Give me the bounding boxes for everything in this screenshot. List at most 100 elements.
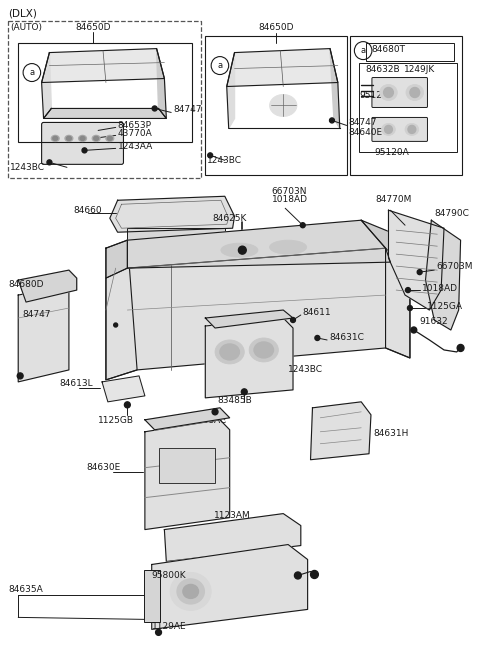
Polygon shape xyxy=(106,240,137,380)
Circle shape xyxy=(311,571,318,578)
Circle shape xyxy=(406,288,410,293)
Polygon shape xyxy=(152,544,308,629)
Circle shape xyxy=(300,223,305,228)
Circle shape xyxy=(411,327,417,333)
Polygon shape xyxy=(106,248,410,380)
Text: 1249JK: 1249JK xyxy=(404,65,435,73)
Polygon shape xyxy=(145,420,229,530)
Polygon shape xyxy=(127,220,390,268)
Text: 84631C: 84631C xyxy=(329,333,364,343)
Text: 1125GB: 1125GB xyxy=(98,416,134,425)
Text: 84680T: 84680T xyxy=(371,45,405,54)
Ellipse shape xyxy=(220,344,240,360)
Polygon shape xyxy=(18,285,69,382)
Ellipse shape xyxy=(406,84,423,100)
Text: 84680D: 84680D xyxy=(9,280,44,289)
Text: 83485B: 83485B xyxy=(217,396,252,405)
Text: 1018AD: 1018AD xyxy=(421,284,457,293)
Ellipse shape xyxy=(408,125,416,134)
Polygon shape xyxy=(388,210,444,310)
Circle shape xyxy=(330,118,335,123)
Text: 1243AA: 1243AA xyxy=(118,142,153,151)
Polygon shape xyxy=(110,196,235,233)
Text: 84635A: 84635A xyxy=(9,585,43,594)
Text: 84650D: 84650D xyxy=(259,23,294,31)
Text: 84611: 84611 xyxy=(303,308,331,316)
Circle shape xyxy=(239,246,246,254)
Polygon shape xyxy=(227,48,338,86)
Text: 1243BC: 1243BC xyxy=(11,163,46,172)
Polygon shape xyxy=(205,318,293,398)
FancyBboxPatch shape xyxy=(372,117,428,141)
Ellipse shape xyxy=(384,125,392,134)
Text: 66703N: 66703N xyxy=(272,187,307,196)
Circle shape xyxy=(290,318,295,322)
Circle shape xyxy=(152,106,157,111)
Ellipse shape xyxy=(254,342,274,358)
Text: 1338AC: 1338AC xyxy=(192,416,227,425)
Polygon shape xyxy=(205,310,293,328)
Bar xyxy=(9,21,202,178)
Ellipse shape xyxy=(79,136,86,141)
Circle shape xyxy=(241,389,247,395)
Circle shape xyxy=(124,402,130,408)
Text: (DLX): (DLX) xyxy=(9,9,37,19)
Ellipse shape xyxy=(106,136,114,141)
Text: 95120A: 95120A xyxy=(375,149,409,157)
Polygon shape xyxy=(18,270,77,302)
Circle shape xyxy=(47,160,52,165)
Polygon shape xyxy=(106,240,127,278)
Ellipse shape xyxy=(94,136,98,140)
Ellipse shape xyxy=(183,584,199,599)
Ellipse shape xyxy=(108,136,112,140)
Ellipse shape xyxy=(80,136,85,140)
Circle shape xyxy=(408,305,412,310)
Polygon shape xyxy=(156,48,167,119)
Bar xyxy=(127,228,225,242)
Text: 84747: 84747 xyxy=(173,105,202,114)
FancyBboxPatch shape xyxy=(144,571,159,622)
Text: 84747: 84747 xyxy=(22,310,50,319)
Bar xyxy=(158,448,215,483)
Text: a: a xyxy=(29,68,35,77)
Text: a: a xyxy=(360,46,366,55)
Bar xyxy=(349,35,462,176)
Text: 84770M: 84770M xyxy=(376,195,412,204)
Text: 84790C: 84790C xyxy=(434,209,469,218)
Ellipse shape xyxy=(170,572,211,610)
Ellipse shape xyxy=(249,338,278,362)
Text: 1123AM: 1123AM xyxy=(214,511,251,519)
Polygon shape xyxy=(311,402,371,460)
Text: (AUTO): (AUTO) xyxy=(11,23,42,31)
Polygon shape xyxy=(102,376,145,402)
Circle shape xyxy=(156,629,161,635)
Ellipse shape xyxy=(410,88,420,98)
Polygon shape xyxy=(69,270,77,290)
Text: 84631H: 84631H xyxy=(373,429,408,438)
Text: 84630E: 84630E xyxy=(86,463,120,472)
Text: 84653P: 84653P xyxy=(118,121,152,130)
Ellipse shape xyxy=(66,136,72,140)
Text: a: a xyxy=(217,61,223,70)
Polygon shape xyxy=(44,109,167,119)
Text: 1018AD: 1018AD xyxy=(272,195,308,204)
Ellipse shape xyxy=(382,123,396,136)
Polygon shape xyxy=(425,220,461,330)
Text: 84660: 84660 xyxy=(74,206,102,215)
Text: 1129AE: 1129AE xyxy=(152,622,186,631)
Text: 84625K: 84625K xyxy=(213,214,247,223)
Ellipse shape xyxy=(215,340,244,364)
Text: 1243BC: 1243BC xyxy=(288,365,323,375)
Ellipse shape xyxy=(384,88,393,98)
Ellipse shape xyxy=(92,136,100,141)
Bar xyxy=(359,63,456,153)
Ellipse shape xyxy=(177,579,204,604)
Bar xyxy=(205,35,347,176)
Polygon shape xyxy=(227,52,235,128)
Circle shape xyxy=(208,153,213,158)
FancyBboxPatch shape xyxy=(372,77,428,107)
Polygon shape xyxy=(361,220,410,358)
Text: 84632B: 84632B xyxy=(365,65,400,73)
Circle shape xyxy=(82,148,87,153)
Text: 95800K: 95800K xyxy=(152,571,186,580)
